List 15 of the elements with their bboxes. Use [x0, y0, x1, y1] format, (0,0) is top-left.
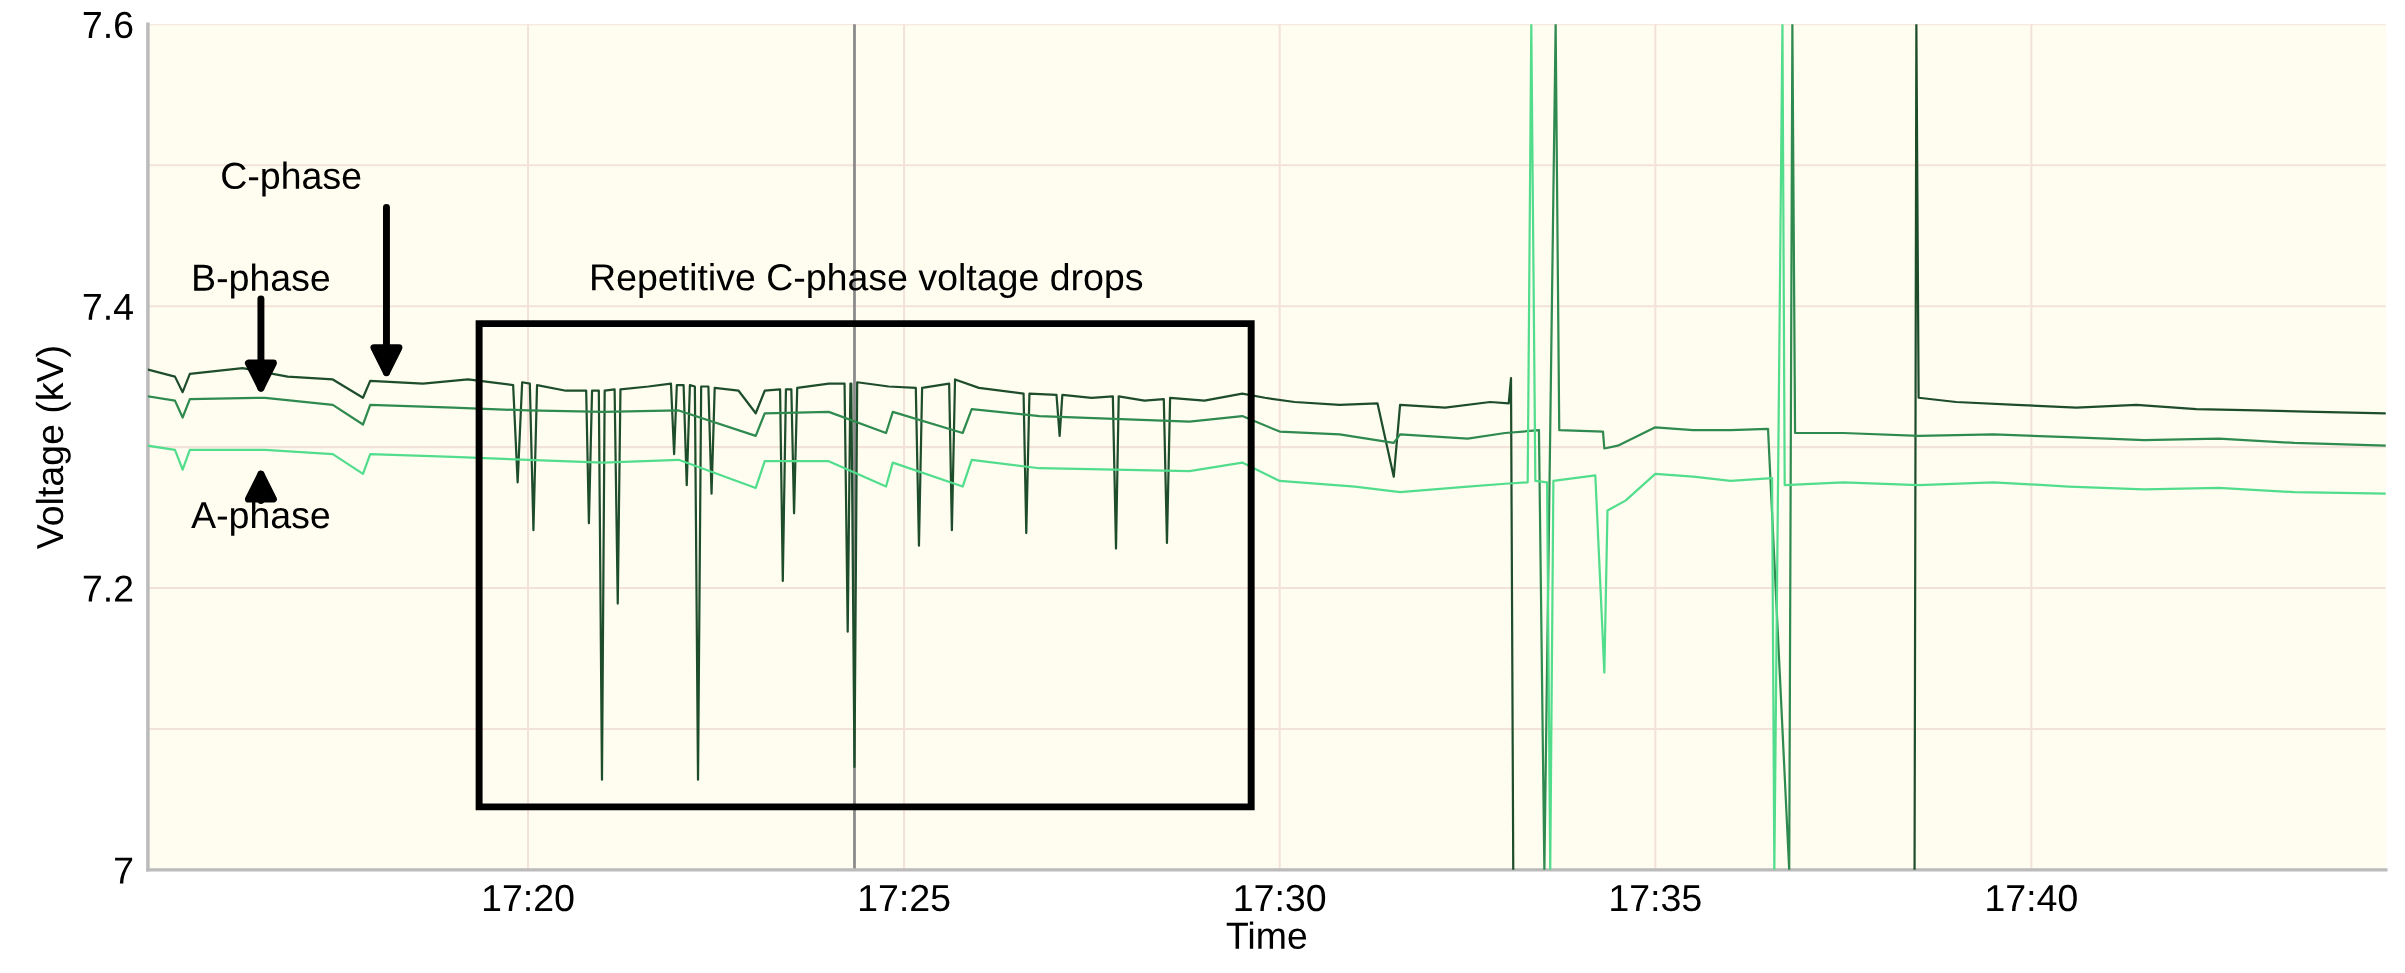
y-tick-label: 7 [115, 857, 133, 884]
y-tick-label: 7.2 [83, 575, 133, 602]
annotation: B-phase [194, 263, 330, 299]
annotation: Repetitive C-phase voltage drops [592, 263, 1143, 298]
y-axis-title: Voltage (kV) [35, 347, 71, 550]
x-tick-label: 17:25 [860, 884, 950, 912]
x-tick-label: 17:35 [1611, 884, 1701, 912]
y-tick-label: 7.4 [83, 293, 133, 320]
x-tick-label: 17:40 [1987, 884, 2077, 912]
x-tick-label: 17:20 [483, 884, 574, 912]
annotation: A-phase [191, 500, 330, 536]
annotation: C-phase [222, 161, 361, 197]
y-tick-label: 7.6 [83, 11, 133, 39]
x-tick-label: 17:30 [1235, 884, 1326, 912]
x-axis-title: Time [1226, 921, 1307, 950]
